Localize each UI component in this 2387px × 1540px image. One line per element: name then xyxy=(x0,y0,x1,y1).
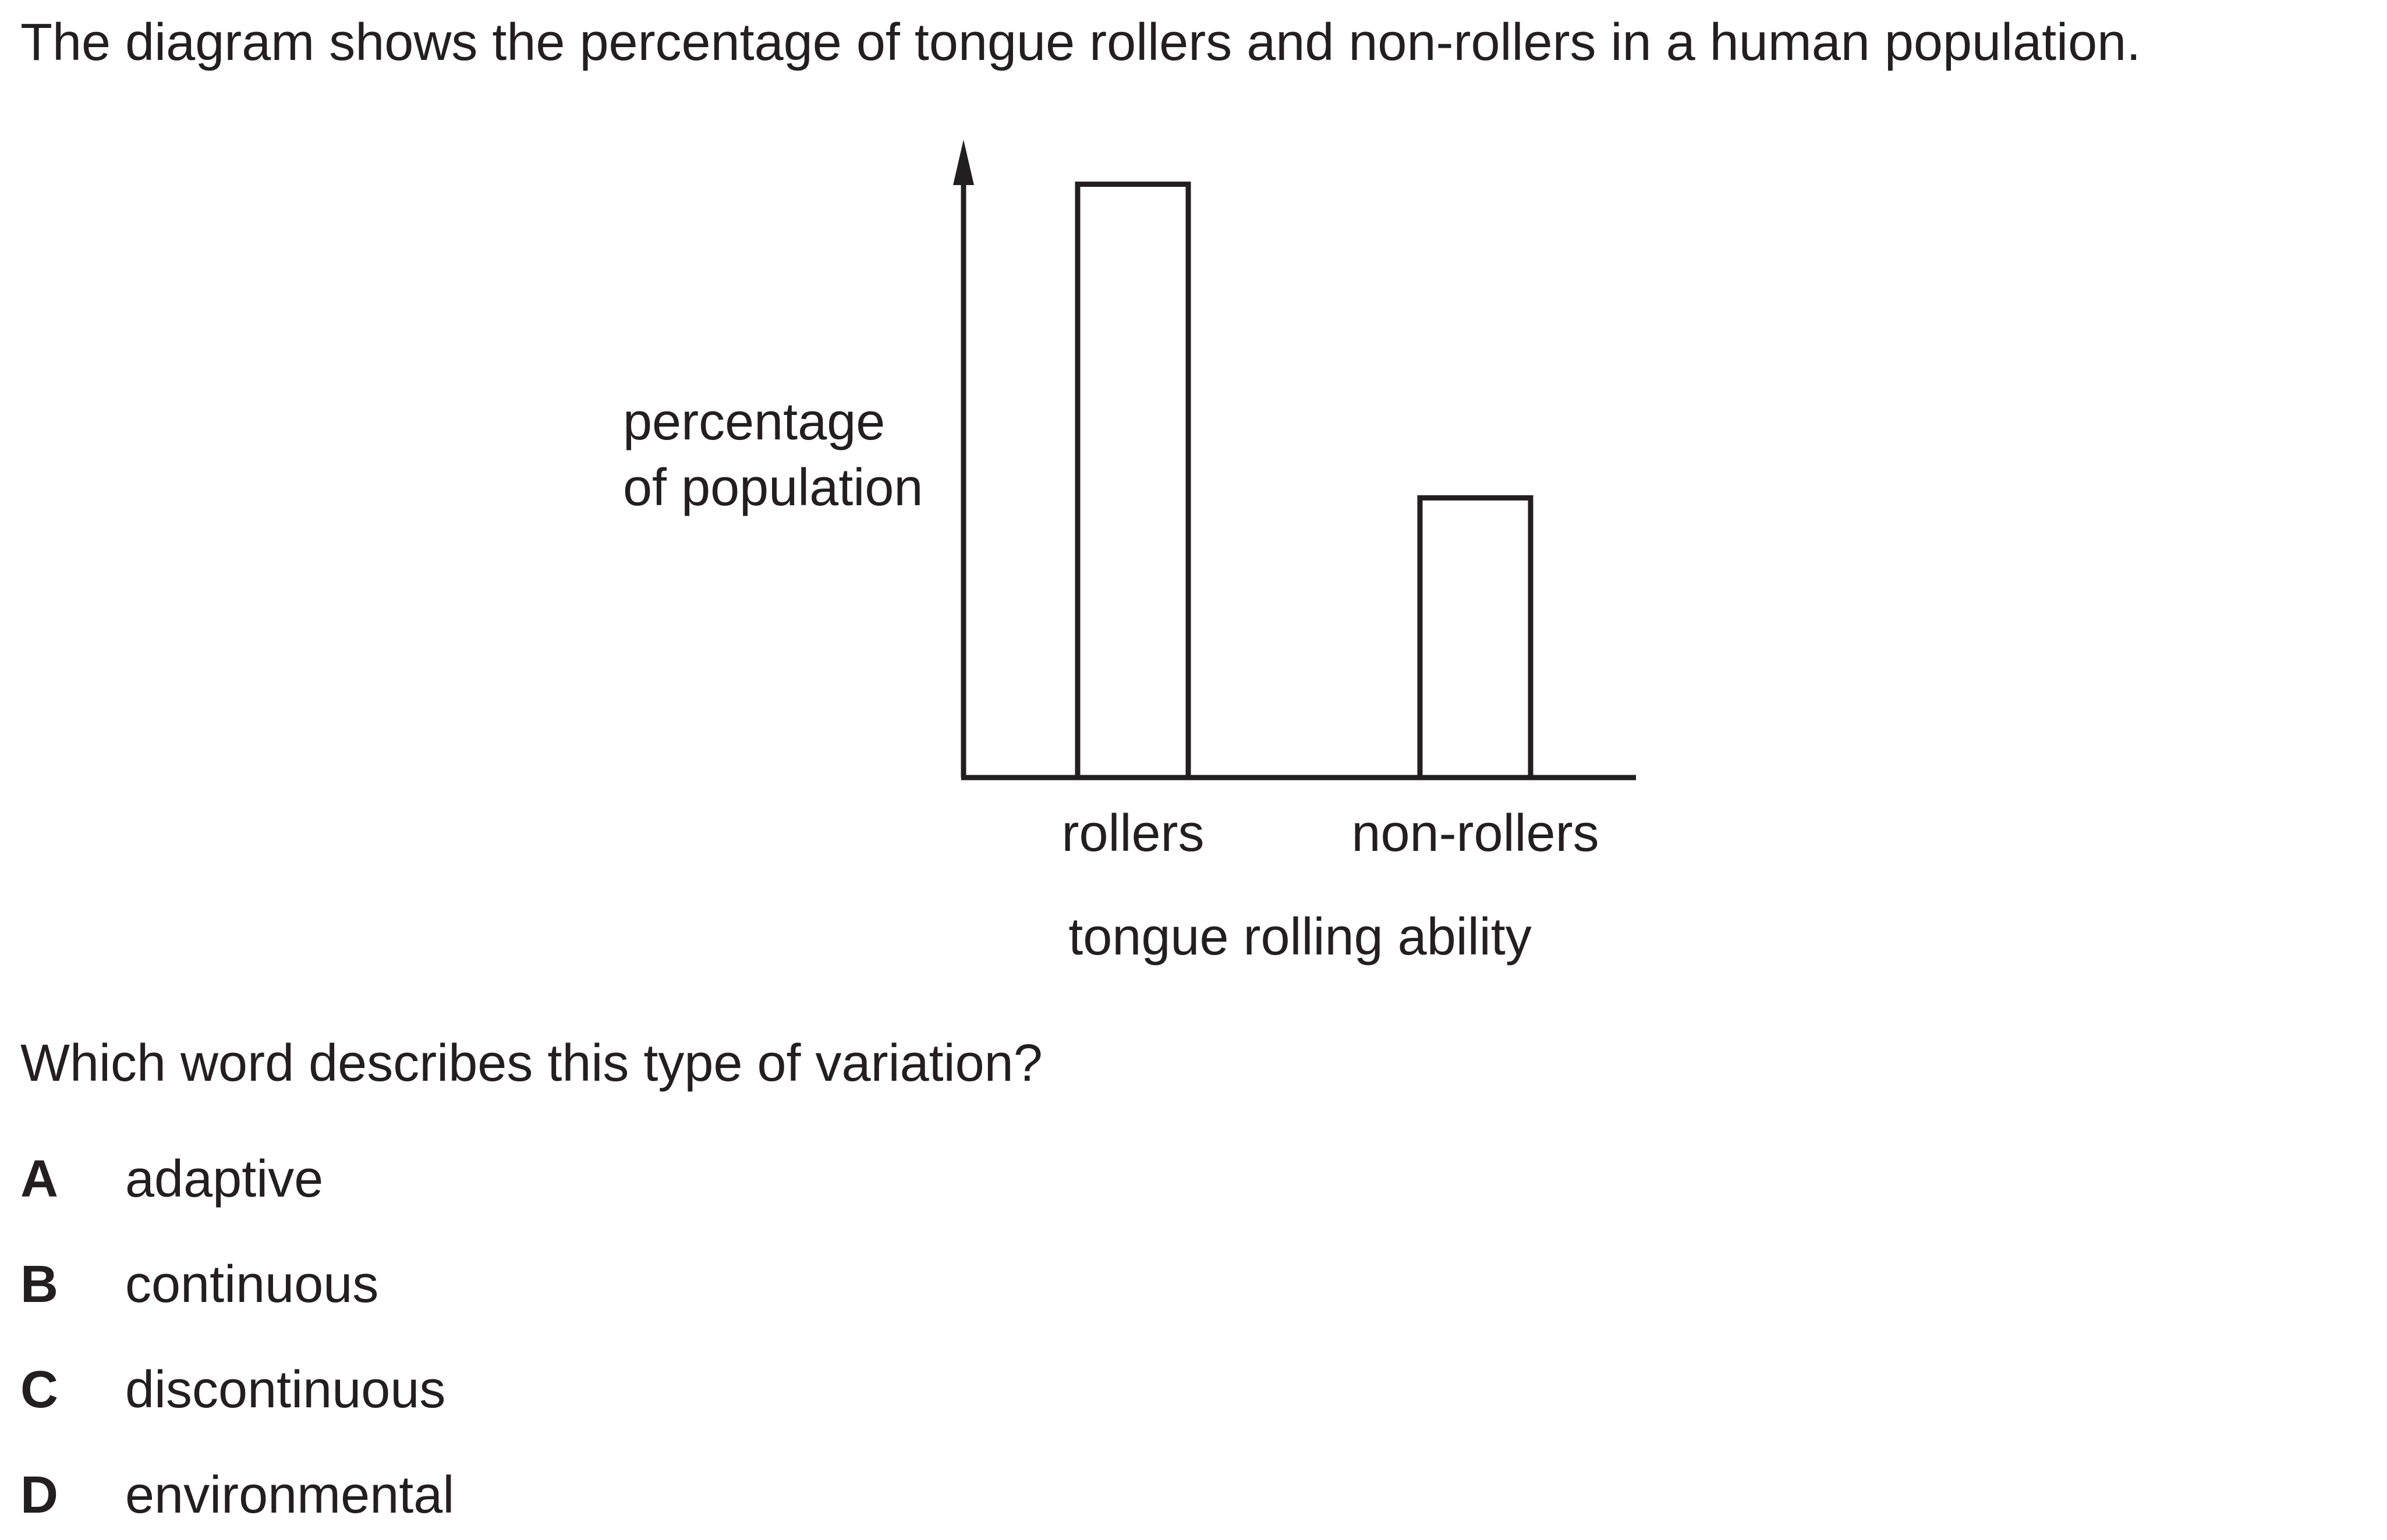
option-label: continuous xyxy=(125,1255,379,1314)
category-label-non-rollers: non-rollers xyxy=(1351,804,1599,863)
bar-non-rollers xyxy=(1417,495,1534,780)
category-labels: rollers non-rollers xyxy=(1061,804,1599,863)
bar-rollers xyxy=(1075,182,1191,780)
option-b[interactable]: B continuous xyxy=(20,1255,835,1319)
option-a[interactable]: A adaptive xyxy=(20,1149,835,1213)
option-letter: C xyxy=(20,1361,58,1419)
y-axis-label-line-2: of population xyxy=(623,459,923,517)
x-axis-label: tongue rolling ability xyxy=(1068,908,1532,966)
y-axis-arrowhead xyxy=(953,140,974,185)
category-label-rollers: rollers xyxy=(1061,804,1204,863)
bar-chart: percentage of population rollers non-roll… xyxy=(623,140,1636,966)
option-label: adaptive xyxy=(125,1150,324,1208)
option-label: discontinuous xyxy=(125,1361,446,1419)
option-letter: D xyxy=(20,1466,58,1524)
option-label: environmental xyxy=(125,1466,455,1524)
option-d[interactable]: D environmental xyxy=(20,1466,835,1530)
y-axis-label-line-1: percentage xyxy=(623,393,885,451)
question-intro-text: The diagram shows the percentage of tong… xyxy=(20,13,2141,72)
bars-layer xyxy=(1075,182,1534,780)
question-text: Which word describes this type of variat… xyxy=(20,1034,1043,1092)
option-letter: A xyxy=(20,1150,58,1208)
option-letter: B xyxy=(20,1255,58,1314)
option-c[interactable]: C discontinuous xyxy=(20,1360,835,1424)
